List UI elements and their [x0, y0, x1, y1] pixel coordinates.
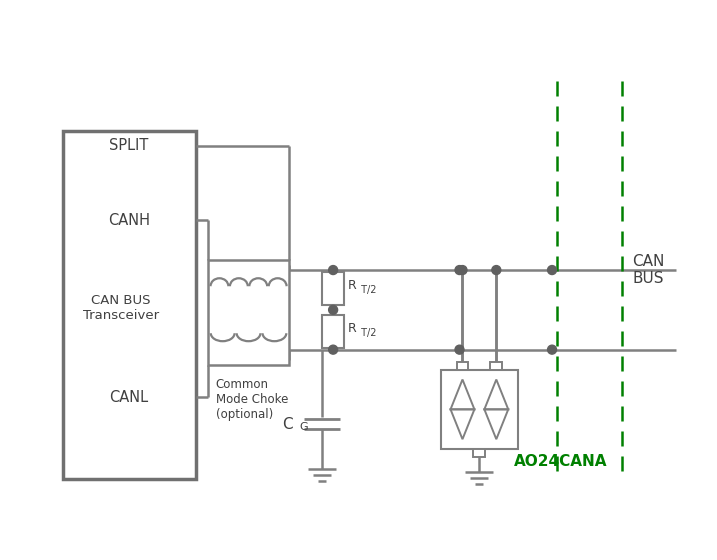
Circle shape — [328, 305, 338, 314]
Text: SPLIT: SPLIT — [110, 138, 149, 153]
FancyBboxPatch shape — [322, 315, 344, 348]
Circle shape — [492, 265, 500, 274]
Circle shape — [328, 265, 338, 274]
Text: CAN
BUS: CAN BUS — [632, 254, 665, 286]
FancyBboxPatch shape — [440, 370, 518, 449]
Circle shape — [548, 265, 556, 274]
Text: R: R — [348, 322, 357, 335]
Text: CANH: CANH — [108, 213, 150, 228]
FancyBboxPatch shape — [208, 260, 290, 365]
FancyBboxPatch shape — [457, 362, 468, 370]
FancyBboxPatch shape — [64, 130, 196, 479]
Text: AO24CANA: AO24CANA — [514, 454, 608, 469]
Text: CAN BUS
Transceiver: CAN BUS Transceiver — [83, 294, 159, 322]
Text: G: G — [300, 422, 308, 432]
Text: C: C — [282, 417, 293, 432]
FancyBboxPatch shape — [322, 272, 344, 305]
Text: T/2: T/2 — [358, 286, 376, 296]
FancyBboxPatch shape — [490, 362, 503, 370]
Text: CANL: CANL — [110, 390, 148, 405]
Text: R: R — [348, 279, 357, 292]
Text: T/2: T/2 — [358, 328, 376, 338]
Circle shape — [328, 345, 338, 354]
FancyBboxPatch shape — [473, 449, 485, 457]
Circle shape — [455, 265, 464, 274]
Circle shape — [458, 265, 467, 274]
Text: Common
Mode Choke
(optional): Common Mode Choke (optional) — [216, 377, 288, 421]
Circle shape — [548, 345, 556, 354]
Circle shape — [455, 345, 464, 354]
